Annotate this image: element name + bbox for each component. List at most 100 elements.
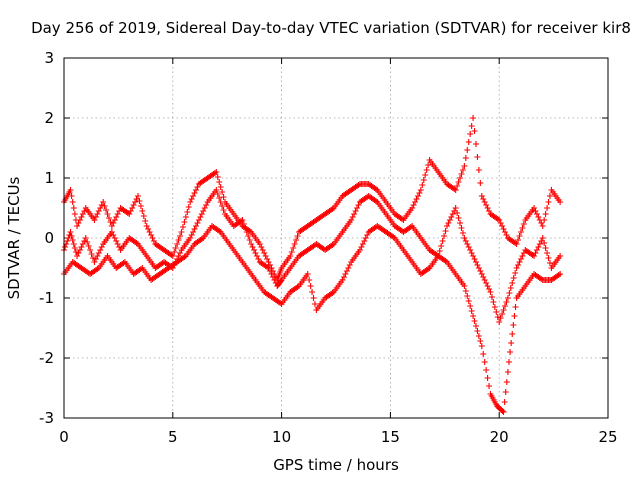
data-point bbox=[113, 214, 120, 220]
data-point bbox=[494, 314, 501, 320]
data-point bbox=[239, 217, 246, 223]
data-point bbox=[345, 265, 352, 271]
data-point bbox=[557, 199, 564, 205]
data-point bbox=[85, 243, 92, 249]
data-point bbox=[70, 241, 77, 247]
data-point bbox=[461, 235, 468, 241]
data-point bbox=[481, 277, 488, 283]
data-point bbox=[69, 199, 76, 205]
data-point bbox=[143, 223, 150, 229]
data-point bbox=[481, 199, 488, 205]
data-point bbox=[462, 238, 469, 244]
data-point bbox=[503, 232, 510, 238]
data-point bbox=[82, 235, 89, 241]
series-upper-track bbox=[61, 115, 564, 283]
data-point bbox=[191, 190, 198, 196]
data-point bbox=[497, 315, 504, 321]
data-point bbox=[150, 238, 157, 244]
data-point bbox=[92, 256, 99, 262]
data-point bbox=[266, 268, 273, 274]
data-point bbox=[116, 244, 123, 250]
data-point bbox=[475, 333, 482, 339]
data-point bbox=[510, 322, 517, 328]
data-point bbox=[452, 205, 459, 211]
data-point bbox=[179, 224, 186, 230]
data-point bbox=[517, 256, 524, 262]
data-point bbox=[177, 250, 184, 256]
data-point bbox=[510, 275, 517, 281]
data-point bbox=[90, 255, 97, 261]
data-point bbox=[502, 229, 509, 235]
data-point bbox=[419, 182, 426, 188]
data-point bbox=[504, 369, 511, 375]
data-point bbox=[457, 175, 464, 181]
data-point bbox=[511, 313, 518, 319]
data-point bbox=[203, 202, 210, 208]
data-point bbox=[88, 251, 95, 257]
data-point bbox=[416, 190, 423, 196]
data-point bbox=[478, 271, 485, 277]
data-point bbox=[508, 340, 515, 346]
data-point bbox=[309, 289, 316, 295]
data-point bbox=[557, 271, 564, 277]
data-point bbox=[78, 214, 85, 220]
data-point bbox=[364, 232, 371, 238]
data-point bbox=[97, 247, 104, 253]
data-point bbox=[422, 172, 429, 178]
data-point bbox=[535, 214, 542, 220]
y-tick-label: 3 bbox=[44, 49, 54, 67]
data-point bbox=[535, 244, 542, 250]
data-point bbox=[477, 268, 484, 274]
data-point bbox=[140, 213, 147, 219]
y-tick-label: -1 bbox=[39, 289, 54, 307]
data-point bbox=[470, 253, 477, 259]
data-point bbox=[493, 309, 500, 315]
data-point bbox=[470, 115, 477, 121]
data-point bbox=[217, 199, 224, 205]
data-point bbox=[557, 253, 564, 259]
data-point bbox=[253, 253, 260, 259]
data-point bbox=[461, 163, 468, 169]
x-axis-title: GPS time / hours bbox=[273, 456, 399, 474]
data-point bbox=[110, 232, 117, 238]
data-point bbox=[104, 211, 111, 217]
data-point bbox=[477, 338, 484, 344]
data-point bbox=[101, 203, 108, 209]
data-point bbox=[261, 250, 268, 256]
data-point bbox=[214, 191, 221, 197]
data-point bbox=[293, 237, 300, 243]
data-point bbox=[190, 193, 197, 199]
data-point bbox=[480, 196, 487, 202]
y-tick-label: 0 bbox=[44, 229, 54, 247]
data-point bbox=[519, 253, 526, 259]
data-point bbox=[517, 229, 524, 235]
y-tick-label: -2 bbox=[39, 349, 54, 367]
data-point bbox=[471, 128, 478, 134]
data-point bbox=[500, 226, 507, 232]
data-point bbox=[132, 199, 139, 205]
data-point bbox=[483, 202, 490, 208]
data-point bbox=[264, 256, 271, 262]
data-point bbox=[443, 223, 450, 229]
data-point bbox=[68, 193, 75, 199]
series-middle-track bbox=[61, 187, 564, 325]
data-point bbox=[169, 253, 176, 259]
data-points bbox=[61, 115, 564, 415]
data-point bbox=[178, 229, 185, 235]
data-point bbox=[470, 313, 477, 319]
data-point bbox=[461, 283, 468, 289]
data-point bbox=[251, 247, 258, 253]
data-point bbox=[92, 214, 99, 220]
data-point bbox=[458, 225, 465, 231]
data-point bbox=[103, 207, 110, 213]
data-point bbox=[64, 238, 71, 244]
data-point bbox=[515, 237, 522, 243]
data-point bbox=[98, 202, 105, 208]
data-point bbox=[465, 139, 472, 145]
data-point bbox=[74, 223, 81, 229]
data-point bbox=[216, 195, 223, 201]
data-point bbox=[340, 274, 347, 280]
data-point bbox=[454, 210, 461, 216]
data-point bbox=[311, 301, 318, 307]
data-point bbox=[95, 250, 102, 256]
